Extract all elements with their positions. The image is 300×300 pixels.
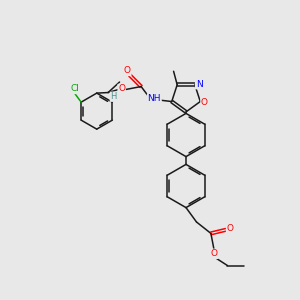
Text: NH: NH <box>148 94 161 103</box>
Text: O: O <box>201 98 208 106</box>
Text: O: O <box>211 249 218 258</box>
Text: O: O <box>118 84 125 93</box>
Text: N: N <box>196 80 202 89</box>
Text: Cl: Cl <box>70 84 79 93</box>
Text: O: O <box>226 224 234 233</box>
Text: O: O <box>124 66 131 75</box>
Text: H: H <box>110 92 117 101</box>
